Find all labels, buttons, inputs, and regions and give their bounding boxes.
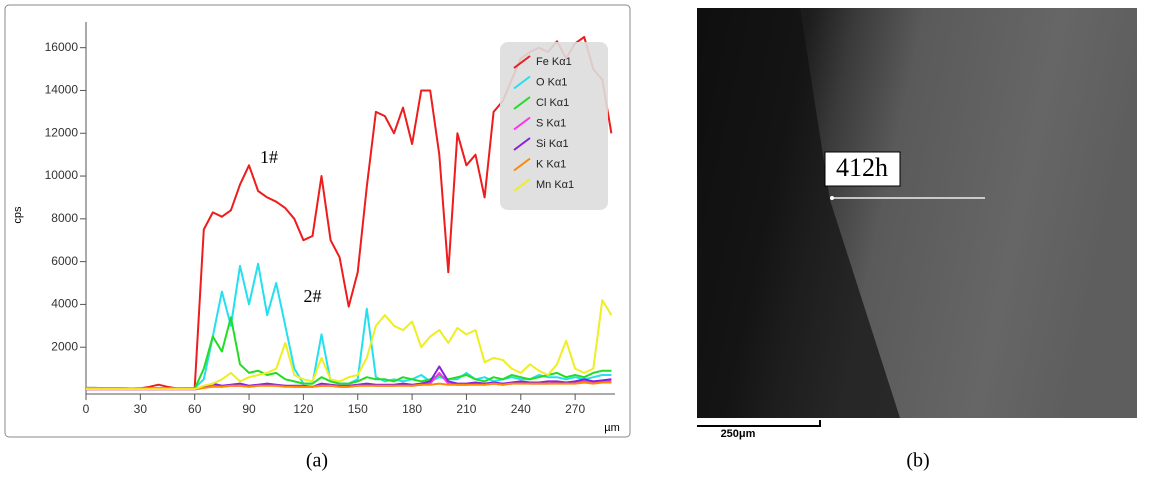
legend-swatch [513,96,531,110]
legend-label: K Kα1 [536,158,566,170]
y-tick-label: 2000 [51,339,78,353]
x-tick-label: 90 [242,402,256,416]
y-tick-label: 8000 [51,211,78,225]
image-label: 412h [836,153,888,182]
legend-label: Fe Kα1 [536,56,572,68]
y-tick-label: 16000 [45,40,79,54]
annotation: 1# [260,147,278,167]
x-tick-label: 30 [134,402,148,416]
scan-start [830,196,834,200]
x-tick-label: 150 [348,402,368,416]
x-tick-label: 270 [565,402,585,416]
series-line [86,299,613,391]
legend-label: O Kα1 [536,76,567,88]
legend-label: Mn Kα1 [536,179,574,191]
legend-swatch [513,157,531,172]
x-tick-label: 60 [188,402,202,416]
legend-swatch [513,75,531,90]
x-tick-label: 120 [293,402,313,416]
x-tick-label: 0 [83,402,90,416]
legend-label: Si Kα1 [536,138,569,150]
panel-label: (b) [906,450,929,472]
sem-dark-region [697,8,900,418]
legend-swatch [513,178,531,192]
legend-swatch [513,116,531,131]
x-tick-label: 180 [402,402,422,416]
y-axis-label: cps [12,206,24,224]
chart-frame [4,4,631,438]
x-axis-label: µm [604,422,620,434]
x-tick-label: 210 [456,402,476,416]
legend-swatch [513,55,531,69]
legend-box [500,42,608,210]
x-tick-label: 240 [511,402,531,416]
image-label-box [824,151,901,187]
y-tick-label: 10000 [45,168,79,182]
scale-bar-label: 250μm [721,428,756,440]
y-tick-label: 6000 [51,254,78,268]
y-tick-label: 14000 [45,83,79,97]
y-tick-label: 12000 [45,125,79,139]
scale-bar [697,420,821,427]
panel-label: (a) [306,450,328,472]
annotation: 2# [303,286,321,306]
legend-swatch [513,137,531,151]
y-tick-label: 4000 [51,297,78,311]
legend-label: Cl Kα1 [536,97,569,109]
legend-label: S Kα1 [536,117,566,129]
